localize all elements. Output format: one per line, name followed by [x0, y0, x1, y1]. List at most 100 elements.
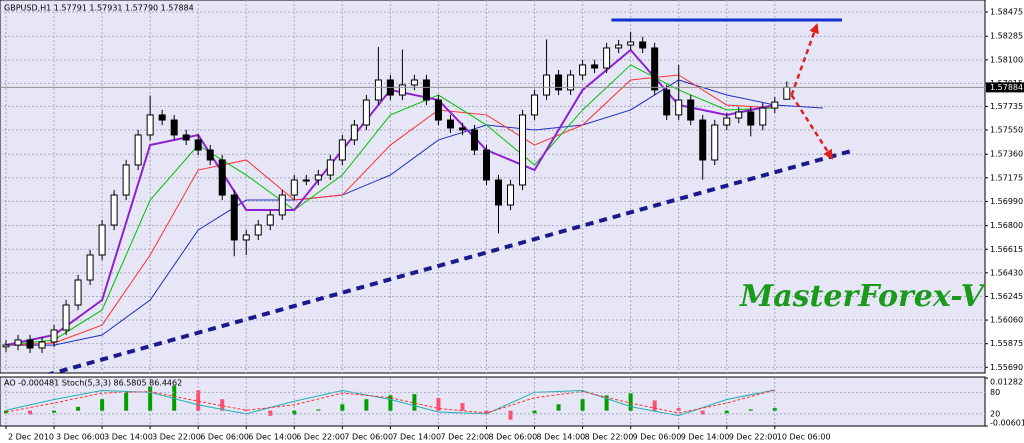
candle-body [458, 127, 466, 131]
candle-body [579, 64, 587, 76]
candle-body [410, 79, 418, 86]
ao-bar [556, 404, 561, 411]
candle-body [759, 107, 767, 126]
candle-body [783, 86, 791, 100]
y-tick-label: 1.56990 [990, 197, 1023, 206]
candle-body [627, 41, 635, 46]
ao-bar [52, 410, 57, 413]
candle-body [615, 44, 623, 49]
y2-tick-label: 80 [990, 388, 1000, 397]
ao-bar [220, 399, 225, 411]
ao-bar [340, 404, 345, 411]
indicator-title: AO -0.000481 Stoch(5,3,3) 86.5805 86.446… [4, 379, 182, 388]
x-tick-label: 6 Dec 22:00 [296, 433, 345, 442]
candle-body [62, 304, 70, 331]
candle-body [482, 149, 490, 181]
candle-body [543, 74, 551, 96]
candle-body [326, 159, 334, 176]
arrow [790, 23, 819, 96]
y-tick-label: 1.56800 [990, 221, 1023, 230]
candle-body [26, 339, 34, 349]
candle-body [495, 179, 503, 206]
y-tick-label: 1.56245 [990, 292, 1023, 301]
ao-bar [316, 409, 321, 411]
ao-bar [388, 395, 393, 411]
candle-body [254, 224, 262, 236]
y2-tick-label: 20 [990, 409, 1000, 418]
ao-bar [292, 410, 297, 415]
x-tick-label: 8 Dec 14:00 [537, 433, 586, 442]
candle-body [14, 339, 22, 346]
y-tick-label: 1.56430 [990, 268, 1023, 277]
x-tick-label: 3 Dec 06:00 [56, 433, 105, 442]
candle-body [507, 184, 515, 206]
y-tick-label: 1.56060 [990, 316, 1023, 325]
candle-body [218, 159, 226, 196]
current-price-label: 1.57884 [990, 83, 1023, 92]
candle-body [398, 84, 406, 96]
candle-body [230, 194, 238, 241]
y-tick-label: 1.58475 [990, 7, 1023, 16]
ao-bar [28, 410, 33, 415]
candle-body [747, 111, 755, 126]
candle-body [699, 119, 707, 161]
ao-bar [772, 408, 777, 411]
moving-average [5, 74, 775, 346]
candle-body [290, 179, 298, 196]
candle-body [675, 99, 683, 116]
candle-body [350, 124, 358, 141]
ao-bar [508, 410, 513, 420]
stochastic-line [5, 389, 775, 414]
candle-body [98, 224, 106, 256]
ao-bar [268, 410, 273, 416]
indicator-plot [0, 385, 985, 420]
ao-bar [460, 403, 465, 411]
moving-average [6, 79, 823, 346]
candle-body [194, 139, 202, 151]
y-tick-label: 1.58285 [990, 32, 1023, 41]
ao-bar [76, 406, 81, 411]
candle-body [362, 99, 370, 126]
candle-body [374, 79, 382, 101]
x-tick-label: 7 Dec 06:00 [344, 433, 393, 442]
moving-average [5, 64, 775, 346]
main-panel [0, 0, 986, 374]
y-tick-label: 1.55875 [990, 339, 1023, 348]
arrow [790, 94, 833, 160]
ao-bar [604, 395, 609, 411]
x-tick-label: 7 Dec 14:00 [392, 433, 441, 442]
candle-body [134, 134, 142, 166]
chart-title: GBPUSD,H1 1.57791 1.57931 1.57790 1.5788… [4, 4, 194, 13]
x-tick-label: 3 Dec 22:00 [152, 433, 201, 442]
candle-body [266, 214, 274, 226]
candle-body [771, 101, 779, 109]
candle-body [278, 194, 286, 216]
candle-body [687, 99, 695, 121]
candle-body [170, 119, 178, 136]
ao-bar [196, 390, 201, 411]
x-tick-label: 2 Dec 2010 [8, 433, 54, 442]
candle-body [723, 117, 731, 126]
x-tick-label: 9 Dec 14:00 [681, 433, 730, 442]
grid [0, 0, 985, 426]
x-tick-label: 7 Dec 22:00 [440, 433, 489, 442]
candle-body [182, 134, 190, 141]
candle-body [434, 99, 442, 121]
y-tick-label: 1.58100 [990, 55, 1023, 64]
candle-body [555, 74, 563, 91]
indicator-panel [0, 376, 986, 427]
candle-body [242, 234, 250, 241]
ao-bar [124, 391, 129, 411]
candle-body [338, 139, 346, 161]
ao-bar [700, 410, 705, 415]
y-tick-label: 1.55690 [990, 363, 1023, 372]
x-tick-label: 8 Dec 06:00 [488, 433, 537, 442]
candle-body [603, 47, 611, 69]
x-tick-label: 8 Dec 22:00 [585, 433, 634, 442]
x-tick-label: 6 Dec 06:00 [200, 433, 249, 442]
ao-bar [724, 410, 729, 414]
x-tick-label: 9 Dec 06:00 [633, 433, 682, 442]
candle-body [314, 174, 322, 181]
price-plot: MasterForex-V [0, 18, 985, 373]
